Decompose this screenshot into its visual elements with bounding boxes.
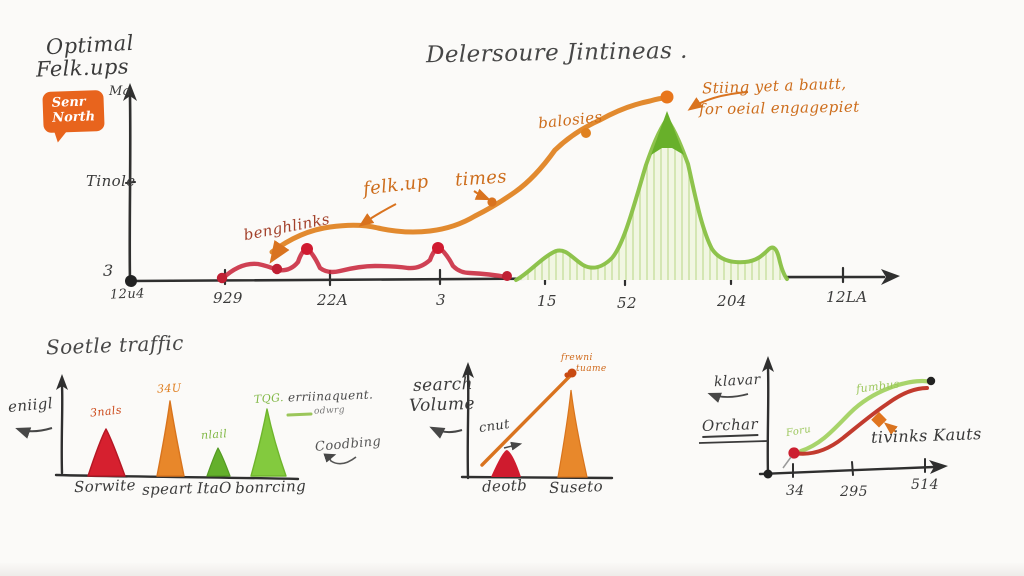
label-orchar: Orchar	[701, 415, 759, 438]
search-trend-line	[480, 372, 574, 467]
bar-cat-3: bonrcing	[234, 476, 307, 498]
bar-label-2: nlail	[200, 427, 228, 442]
annotation-line2: for oeial engagepiet	[698, 97, 860, 119]
right-x-arrow-icon	[929, 460, 948, 474]
right-axes	[758, 366, 936, 478]
label-times: times	[454, 166, 508, 191]
label-tivinks: tivinks Kauts	[870, 424, 982, 447]
red-dot-slash	[782, 456, 792, 469]
right-x-1: 295	[840, 484, 868, 500]
right-red-start-dot	[788, 447, 800, 459]
search-x-0: deotb	[481, 476, 528, 496]
traffic-legend-line1: erriinaquent.	[287, 387, 374, 405]
search-dot-label2: tuame	[576, 364, 607, 374]
search-axes	[460, 372, 614, 480]
right-y-arrow-icon	[762, 356, 774, 372]
klavar-arrow-icon	[707, 392, 749, 403]
traffic-title: Soetle traffic	[45, 330, 185, 360]
right-x-0: 34	[786, 483, 805, 499]
origin-dot	[125, 275, 137, 287]
red-benghlinks-series	[216, 242, 512, 284]
bar-speart	[156, 400, 185, 477]
x-tick-0: 12u4	[109, 286, 146, 303]
tivinks-arrow-icon	[883, 422, 898, 435]
bar-cat-2: ItaO	[196, 478, 232, 498]
y-mid-label: Tinole	[86, 172, 136, 190]
bar-label-1: 34U	[156, 381, 182, 396]
label-klavar: klavar	[713, 371, 762, 391]
green-area-series	[514, 111, 789, 282]
eniigl-arrow-icon	[15, 427, 53, 439]
search-volume-arrow-icon	[429, 426, 463, 439]
bar-label-3: TQG.	[253, 390, 285, 407]
paper-edge-shadow	[0, 562, 1024, 576]
search-orange-peak	[557, 389, 588, 478]
balosies-dot	[581, 128, 591, 138]
bar-cat-0: Sorwite	[73, 475, 137, 497]
main-annotation-arrows	[358, 91, 749, 227]
x-tick-5: 52	[617, 294, 637, 312]
y-axis-arrow-icon	[123, 83, 137, 101]
search-red-bump	[491, 450, 521, 477]
times-dot	[487, 197, 497, 207]
bar-itao	[206, 447, 231, 477]
speech-bubble-badge: Senr North	[43, 90, 104, 132]
traffic-y-arrow-icon	[56, 374, 68, 390]
x-tick-2: 22A	[317, 291, 349, 309]
search-trend-dot	[567, 368, 577, 378]
x-axis-arrow-icon	[881, 269, 900, 285]
felkup-arrow-icon	[358, 203, 397, 227]
traffic-axes	[54, 384, 300, 481]
y-top-label: Ma	[109, 84, 131, 99]
engagement-arrow-icon	[687, 91, 749, 111]
search-trend-dot2	[564, 372, 570, 378]
right-green-end-dot	[926, 376, 936, 386]
search-ylabel-line1: search	[412, 373, 474, 397]
x-tick-4: 15	[537, 292, 557, 310]
legend-line-icon	[286, 412, 313, 417]
x-tick-1: 929	[213, 289, 243, 307]
bar-bonrcing	[250, 408, 287, 477]
right-green-curve	[798, 378, 933, 454]
note-optimal-line2: Felk.ups	[35, 54, 130, 82]
x-tick-7: 12LA	[826, 288, 868, 306]
x-tick-3: 3	[436, 291, 446, 309]
x-tick-6: 204	[717, 292, 747, 310]
orange-trend-series	[269, 90, 674, 264]
cnut-arrow-icon	[503, 441, 523, 451]
page-title: Delersoure Jintineas .	[425, 37, 688, 69]
coodbing-arrow-icon	[323, 453, 357, 465]
right-red-curve	[792, 386, 929, 456]
traffic-legend-line2: odwrg	[313, 405, 346, 417]
search-dot-label1: frewni	[561, 353, 593, 363]
bar-cat-1: speart	[141, 479, 194, 499]
y-origin-label: 3	[103, 261, 114, 280]
right-x-2: 514	[911, 477, 939, 493]
times-arrow-icon	[473, 188, 491, 201]
search-ylabel-line2: Volume	[408, 393, 476, 417]
green-peak-arrow-icon	[651, 111, 684, 155]
search-x-1: Suseto	[548, 477, 604, 497]
search-y-arrow-icon	[462, 362, 474, 378]
tivinks-diamond-dot	[871, 411, 887, 428]
badge-line2: North	[51, 109, 96, 126]
trend-endpoint-dot	[660, 90, 674, 104]
bar-sorwite	[87, 428, 126, 477]
right-origin-dot	[763, 469, 773, 479]
orchar-underline2	[698, 440, 769, 444]
traffic-bars	[87, 400, 287, 477]
